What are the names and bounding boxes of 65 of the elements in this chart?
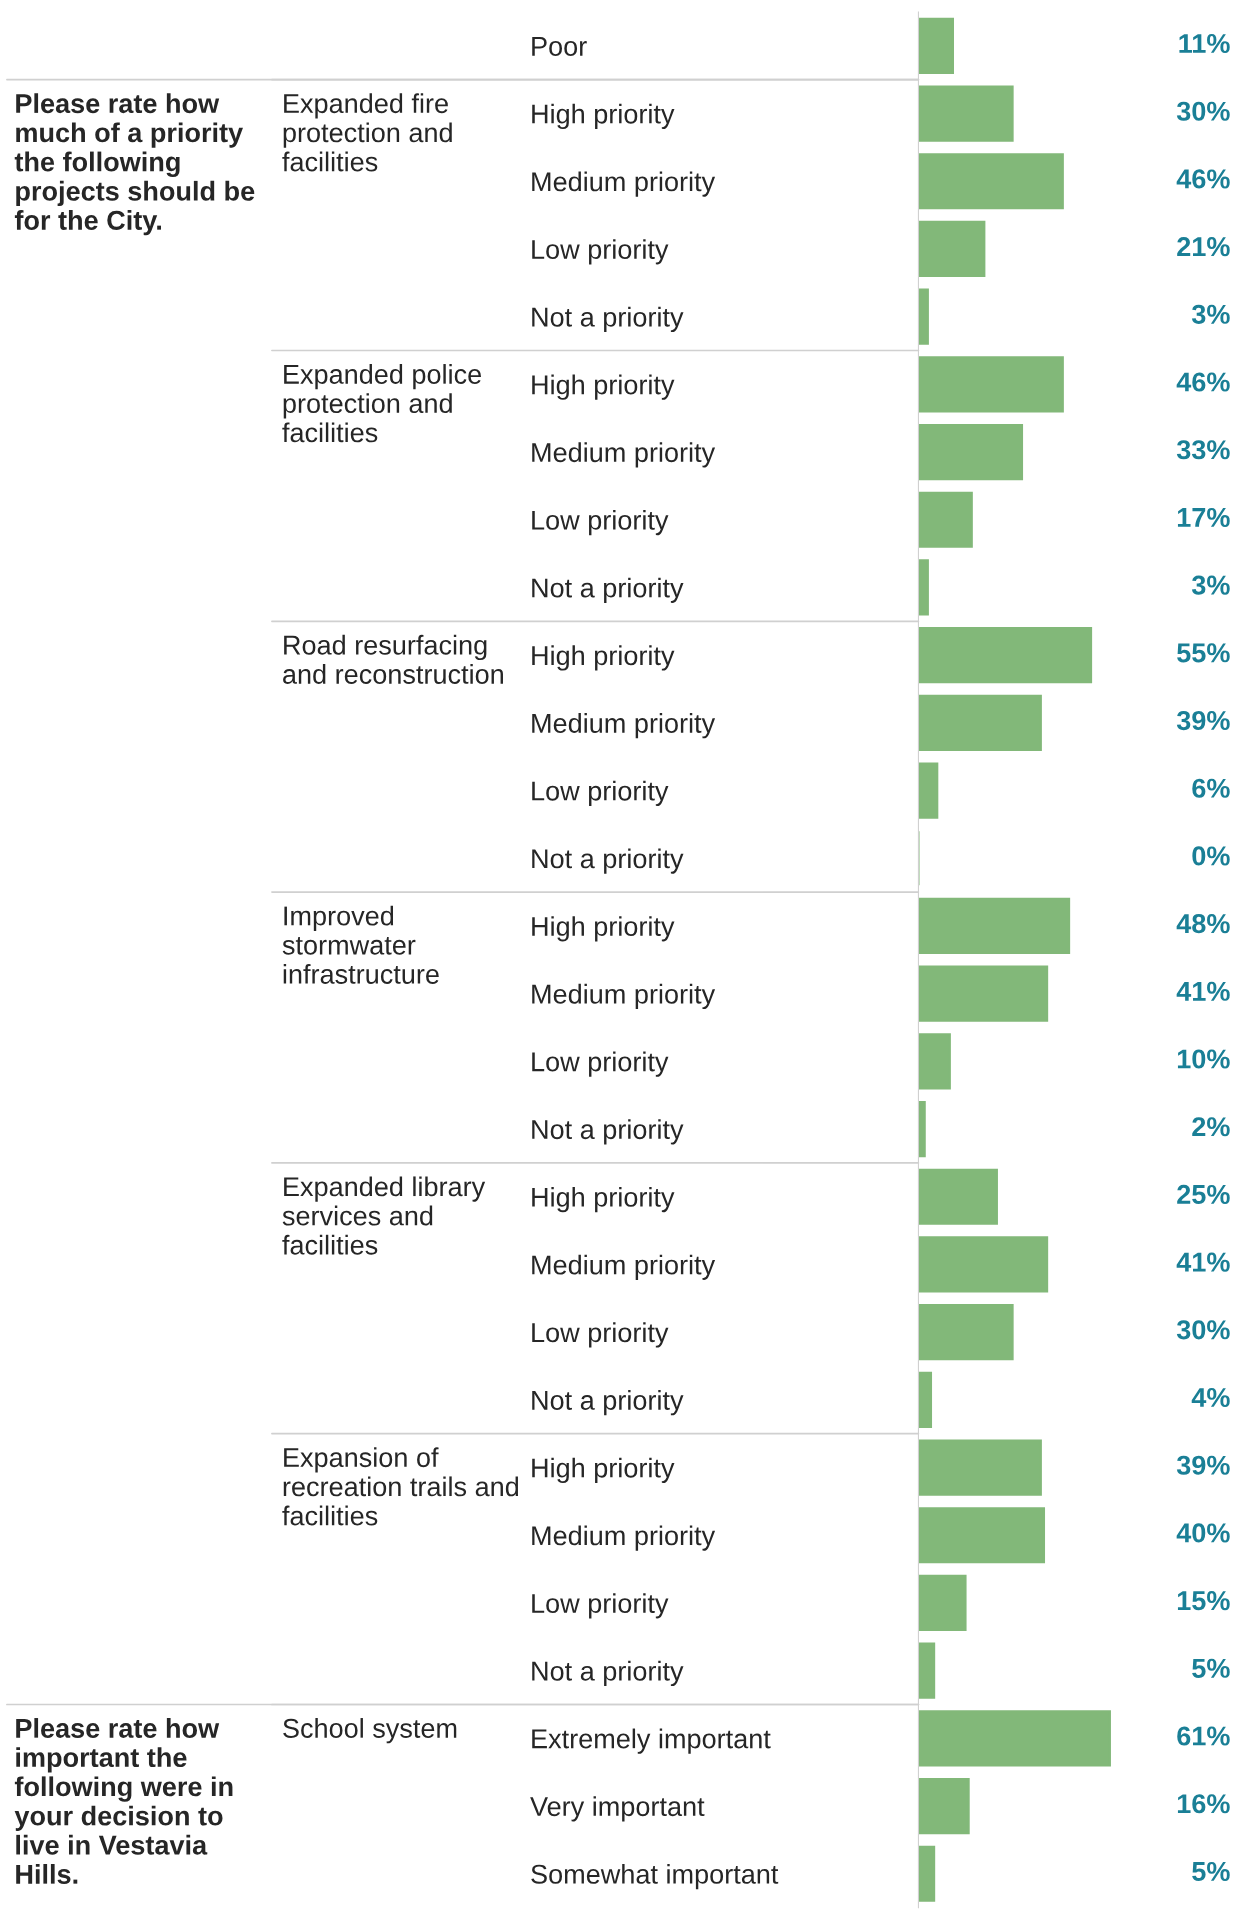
data-label: 55% [1177,643,1230,663]
text: Please rate how important the following were in your decision to live in Vestavia Hills. [14,1718,233,1884]
text: Expanded police protection and facilities [282,364,481,443]
data-label: 41% [1176,1252,1230,1272]
y-tick-label: Not a priority [532,1660,684,1687]
text: Improved stormwater infrastructure [282,905,439,984]
data-label: 17% [1177,507,1230,527]
text: School system [283,1718,457,1744]
data-label: 16% [1177,1794,1230,1814]
y-tick-label: Low priority [532,780,669,806]
y-tick-label: Medium priority [532,171,716,197]
y-tick-label: High priority [532,103,675,129]
data-label: 48% [1176,914,1230,934]
text: Expanded library services and facilities [282,1176,486,1255]
y-tick-label: Low priority [532,239,669,265]
text: Please rate how much of a priority the following projects should be for the City. [14,93,255,236]
y-tick-label: Low priority [532,509,669,536]
y-tick-label: High priority [532,1186,675,1213]
y-tick-label: Low priority [532,1051,669,1077]
data-label: 5% [1192,1861,1230,1882]
data-label: 30% [1176,101,1230,121]
y-tick-label: Not a priority [532,1119,684,1145]
y-tick-label: Medium priority [532,1525,716,1551]
data-label: 41% [1176,981,1230,1001]
data-label: 25% [1177,1184,1230,1205]
data-label: 3% [1191,304,1230,324]
y-tick-label: High priority [532,645,675,671]
data-label: 5% [1192,1658,1230,1678]
data-label: 39% [1176,1455,1230,1475]
y-tick-label: Somewhat important [531,1863,779,1890]
y-tick-label: Medium priority [532,983,716,1010]
data-label: 15% [1177,1591,1230,1611]
y-tick-label: Poor [532,37,587,56]
data-label: 2% [1192,1117,1230,1137]
y-tick-label: Very important [530,1796,705,1822]
text: Road resurfacing and reconstruction [283,634,503,684]
data-label: 0% [1192,846,1230,866]
data-label: 46% [1176,372,1230,392]
data-label: 11% [1179,34,1230,54]
y-tick-label: Medium priority [532,442,716,468]
y-tick-label: Medium priority [532,1254,716,1280]
y-tick-label: Not a priority [532,1390,684,1416]
data-label: 61% [1177,1726,1230,1746]
data-label: 40% [1176,1523,1230,1543]
data-label: 39% [1176,710,1230,731]
y-tick-label: High priority [532,1457,675,1483]
y-tick-label: High priority [532,374,675,400]
data-label: 10% [1177,1049,1230,1069]
y-tick-label: High priority [532,916,675,942]
y-tick-label: Not a priority [532,306,684,333]
data-label: 6% [1192,778,1230,798]
text: Expansion of recreation trails and facilities [282,1447,519,1526]
y-tick-label: Low priority [532,1593,669,1619]
y-tick-label: Not a priority [532,848,684,874]
y-tick-label: Medium priority [532,713,716,739]
y-tick-label: Extremely important [532,1728,771,1754]
data-label: 46% [1176,169,1230,189]
data-label: 3% [1191,575,1230,595]
text: Expanded fire protection and facilities [282,93,452,172]
y-tick-label: Low priority [532,1322,669,1348]
data-label: 30% [1176,1320,1230,1340]
data-label: 33% [1176,440,1230,460]
data-label: 4% [1191,1388,1230,1408]
data-label: 21% [1177,237,1230,257]
y-tick-label: Not a priority [532,577,684,603]
